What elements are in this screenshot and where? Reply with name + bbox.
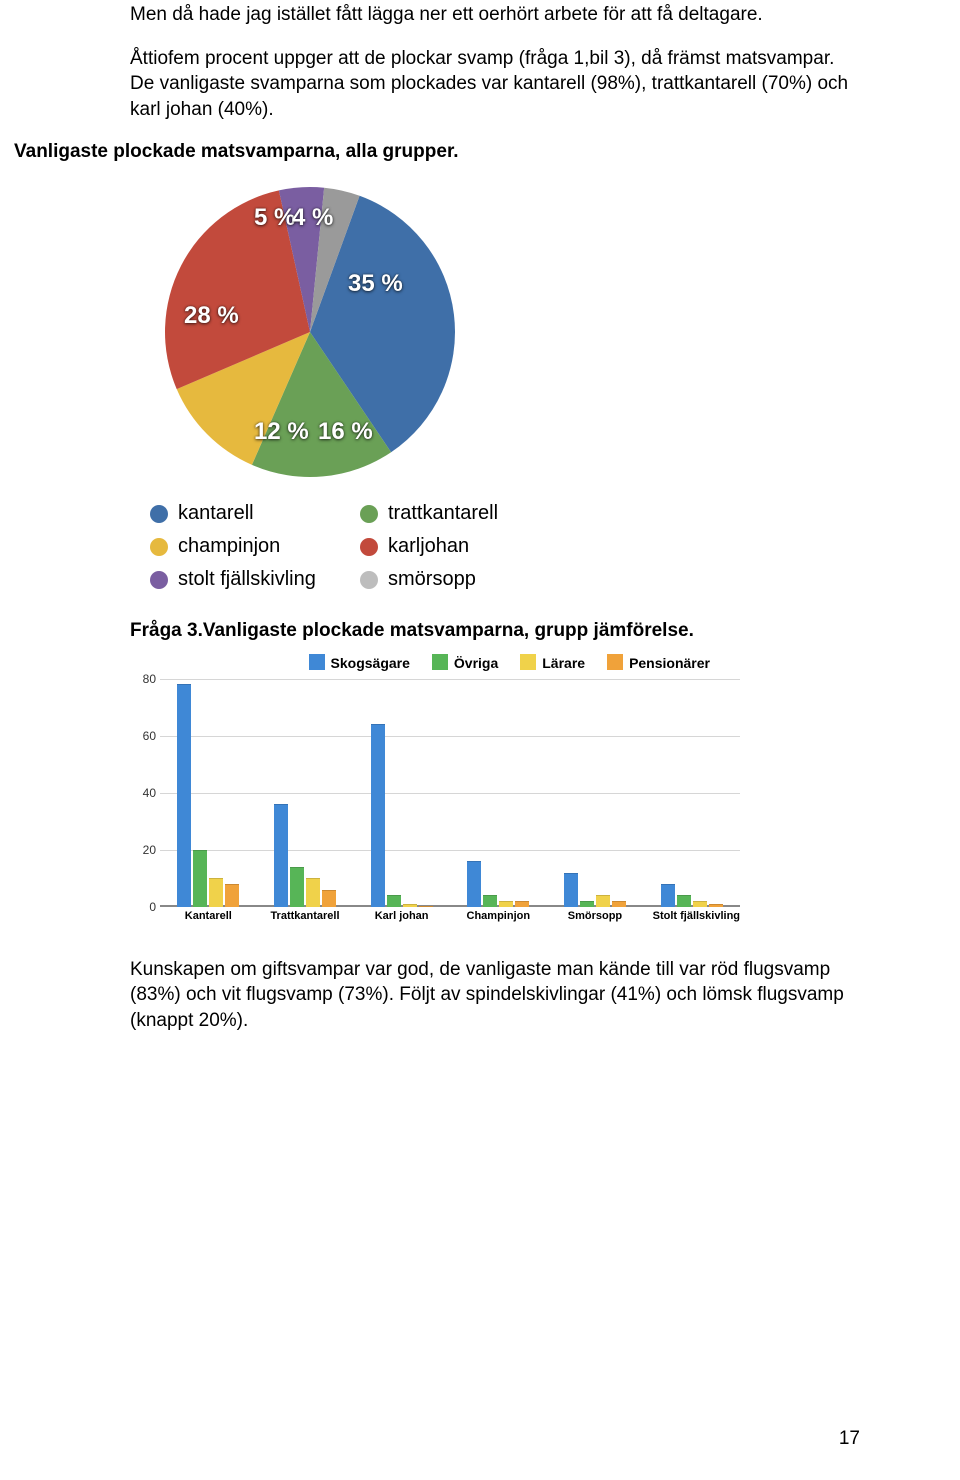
bar <box>403 904 417 907</box>
bar-legend-swatch <box>432 654 448 670</box>
subheading-group-compare: Fråga 3.Vanligaste plockade matsvamparna… <box>130 619 860 644</box>
bar <box>193 850 207 907</box>
pie-chart-container: 35 % 16 % 12 % 28 % 5 %4 % <box>160 182 500 482</box>
x-tick-label: Karl johan <box>363 909 441 929</box>
pie-slice-label: 28 % <box>184 300 239 332</box>
bar <box>564 873 578 907</box>
legend-item: stolt fjällskivling <box>150 566 360 593</box>
bar-legend-swatch <box>309 654 325 670</box>
y-tick-label: 0 <box>149 899 156 915</box>
bar <box>661 884 675 907</box>
bar <box>290 867 304 907</box>
bar <box>467 861 481 907</box>
bar <box>274 804 288 907</box>
legend-label: stolt fjällskivling <box>178 566 316 593</box>
x-tick-label: Champinjon <box>459 909 537 929</box>
bar-legend-item: Övriga <box>432 654 498 673</box>
pie-slice-label: 4 % <box>292 202 333 234</box>
bar-group <box>363 724 441 906</box>
bar <box>419 906 433 907</box>
bar-group <box>556 873 634 907</box>
bar <box>515 901 529 907</box>
heading-all-groups: Vanligaste plockade matsvamparna, alla g… <box>14 139 860 165</box>
bar <box>499 901 513 907</box>
bar <box>225 884 239 907</box>
paragraph-stats: Åttiofem procent uppger att de plockar s… <box>130 46 860 123</box>
pie-slice-label: 12 % <box>254 416 309 448</box>
bar <box>693 901 707 907</box>
legend-swatch <box>360 538 378 556</box>
bar <box>209 878 223 907</box>
legend-item: kantarell <box>150 500 360 527</box>
pie-slice-label: 16 % <box>318 416 373 448</box>
bar <box>371 724 385 906</box>
bar <box>387 895 401 906</box>
bar-group <box>169 684 247 906</box>
y-tick-label: 40 <box>143 785 156 801</box>
legend-item: karljohan <box>360 533 560 560</box>
bar-chart-container: Skogsägare Övriga Lärare Pensionärer 0 20 40 6… <box>120 654 740 929</box>
bar-legend-item: Lärare <box>520 654 585 673</box>
bar-legend-swatch <box>520 654 536 670</box>
bar <box>709 904 723 907</box>
legend-item: champinjon <box>150 533 360 560</box>
pie-chart: 35 % 16 % 12 % 28 % 5 %4 % <box>160 182 460 482</box>
legend-label: trattkantarell <box>388 500 498 527</box>
bar-legend-item: Pensionärer <box>607 654 710 673</box>
legend-item: trattkantarell <box>360 500 560 527</box>
legend-label: kantarell <box>178 500 254 527</box>
legend-label: champinjon <box>178 533 280 560</box>
bar-group <box>653 884 731 907</box>
x-tick-label: Smörsopp <box>556 909 634 929</box>
legend-swatch <box>150 571 168 589</box>
bar <box>177 684 191 906</box>
y-tick-label: 20 <box>143 842 156 858</box>
y-tick-label: 80 <box>143 671 156 687</box>
pie-slice-label: 5 % <box>254 202 295 234</box>
bar <box>306 878 320 907</box>
pie-slice-label: 35 % <box>348 268 403 300</box>
bar-group <box>459 861 537 907</box>
bar-group <box>266 804 344 907</box>
legend-label: smörsopp <box>388 566 476 593</box>
legend-swatch <box>360 571 378 589</box>
bar <box>580 901 594 907</box>
bar-chart: 020406080 KantarellTrattkantarellKarl jo… <box>160 679 740 929</box>
bar-legend-item: Skogsägare <box>309 654 410 673</box>
legend-swatch <box>150 538 168 556</box>
y-tick-label: 60 <box>143 728 156 744</box>
bar <box>612 901 626 907</box>
legend-swatch <box>360 505 378 523</box>
bar <box>677 895 691 906</box>
page-number: 17 <box>839 1426 860 1452</box>
paragraph-intro: Men då hade jag istället fått lägga ner … <box>130 2 860 28</box>
x-tick-label: Stolt fjällskivling <box>653 909 731 929</box>
paragraph-knowledge: Kunskapen om giftsvampar var god, de van… <box>130 957 860 1034</box>
bar <box>596 895 610 906</box>
legend-item: smörsopp <box>360 566 560 593</box>
legend-swatch <box>150 505 168 523</box>
x-tick-label: Trattkantarell <box>266 909 344 929</box>
bar <box>483 895 497 906</box>
bar-legend-swatch <box>607 654 623 670</box>
legend-label: karljohan <box>388 533 469 560</box>
pie-legend: kantarell trattkantarell champinjon karljoh… <box>150 500 860 593</box>
bar <box>322 890 336 907</box>
bar-legend: Skogsägare Övriga Lärare Pensionärer <box>120 654 710 673</box>
x-tick-label: Kantarell <box>169 909 247 929</box>
